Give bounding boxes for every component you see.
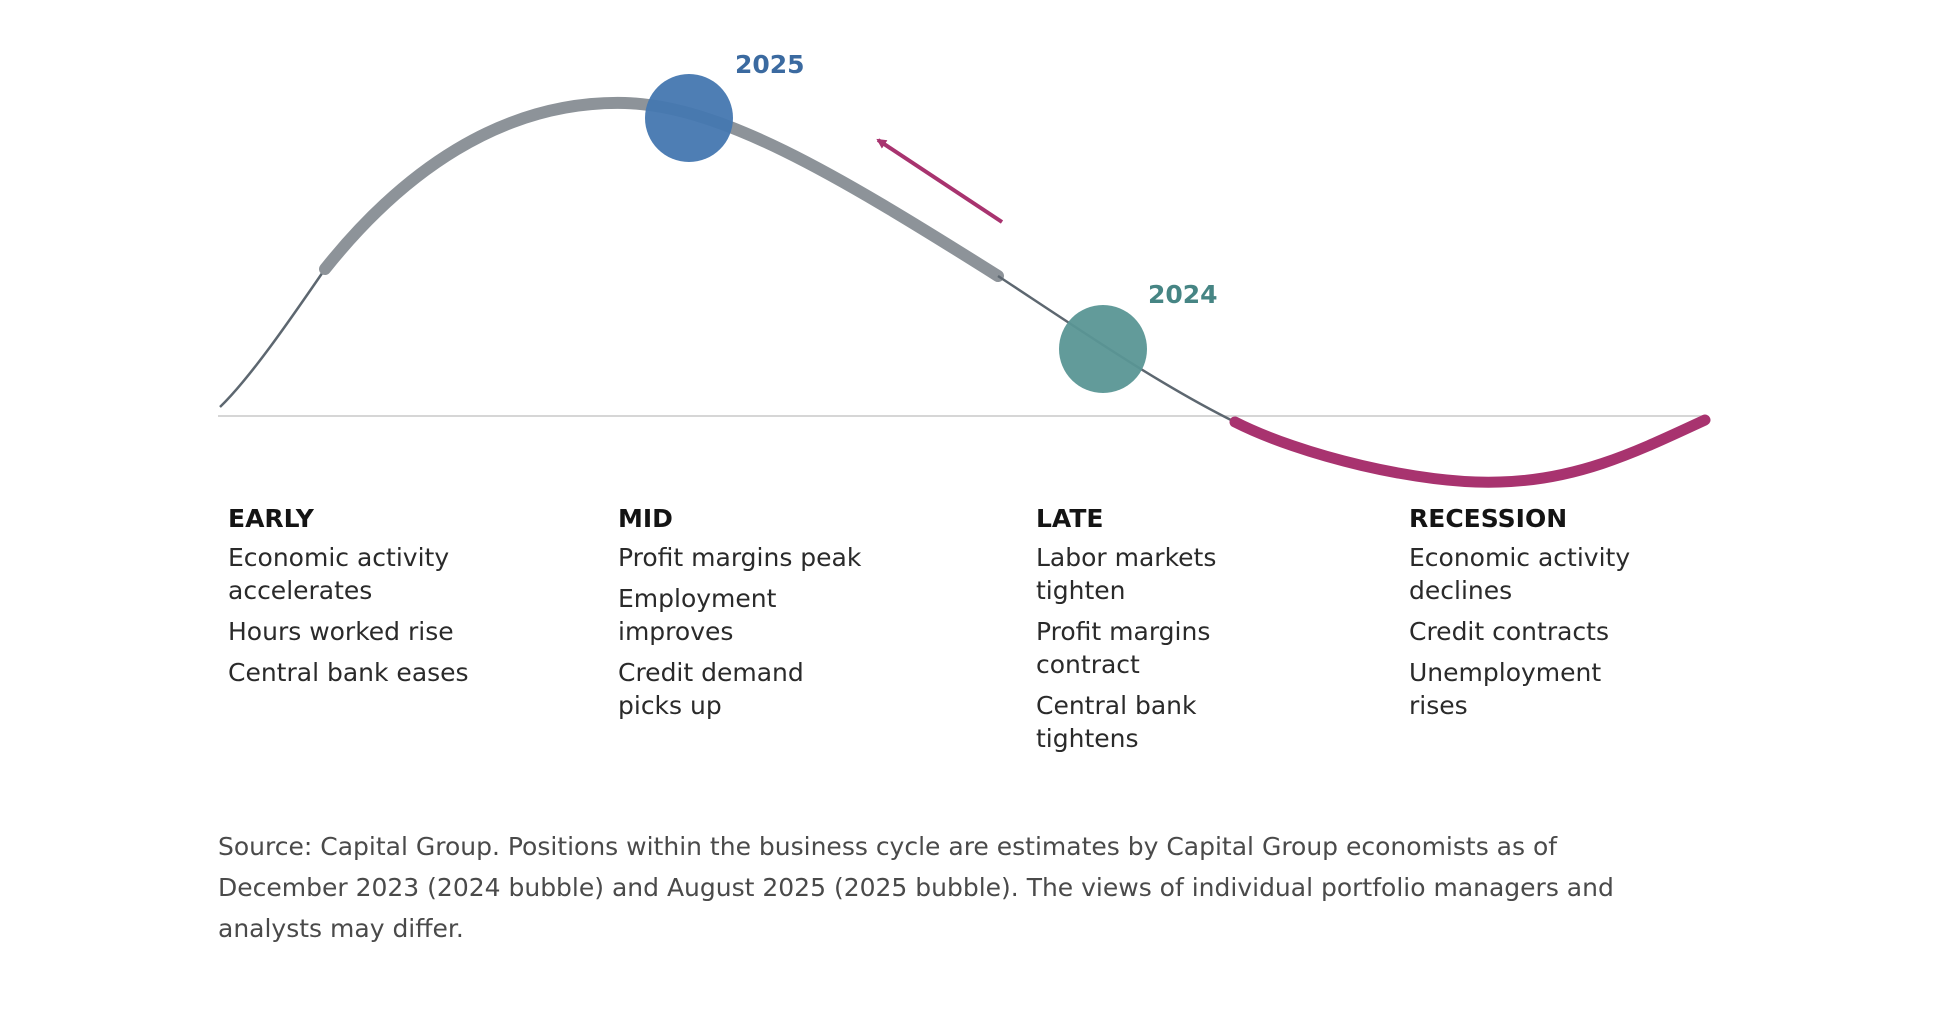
phase-item: Profit margins peak [618, 543, 862, 572]
business-cycle-diagram: 2025 2024 [218, 50, 1711, 488]
curve-expansion-thick [319, 96, 1004, 282]
phase-item: Profit margins contract [1036, 617, 1211, 679]
phase-mid: MID Profit margins peak Employment impro… [618, 503, 978, 730]
bubble-2025 [645, 74, 733, 162]
phase-item: Credit contracts [1409, 617, 1609, 646]
phase-item: Economic activity declines [1409, 543, 1631, 605]
phase-late: LATE Labor markets tighten Profit margin… [1036, 503, 1396, 763]
phase-item: Central bank eases [228, 658, 469, 687]
phase-early: EARLY Economic activity accelerates Hour… [228, 503, 588, 697]
curve-recession-thick [1229, 414, 1711, 488]
phase-title: MID [618, 504, 673, 533]
phase-title: LATE [1036, 504, 1104, 533]
phase-title: RECESSION [1409, 504, 1568, 533]
phase-item: Employment improves [618, 584, 777, 646]
phase-title: EARLY [228, 504, 314, 533]
bubble-2024-label: 2024 [1148, 280, 1218, 309]
phase-item: Central bank tightens [1036, 691, 1197, 753]
phase-item: Hours worked rise [228, 617, 454, 646]
source-note: Source: Capital Group. Positions within … [218, 832, 1614, 943]
bubble-2024 [1059, 305, 1147, 393]
phase-item: Labor markets tighten [1036, 543, 1217, 605]
curve-early-thin [219, 268, 327, 408]
phase-item: Unemployment rises [1409, 658, 1602, 720]
direction-arrow [876, 138, 1004, 224]
phase-item: Economic activity accelerates [228, 543, 450, 605]
phase-item: Credit demand picks up [618, 658, 804, 720]
bubble-2025-label: 2025 [735, 50, 805, 79]
phase-recession: RECESSION Economic activity declines Cre… [1409, 503, 1769, 730]
